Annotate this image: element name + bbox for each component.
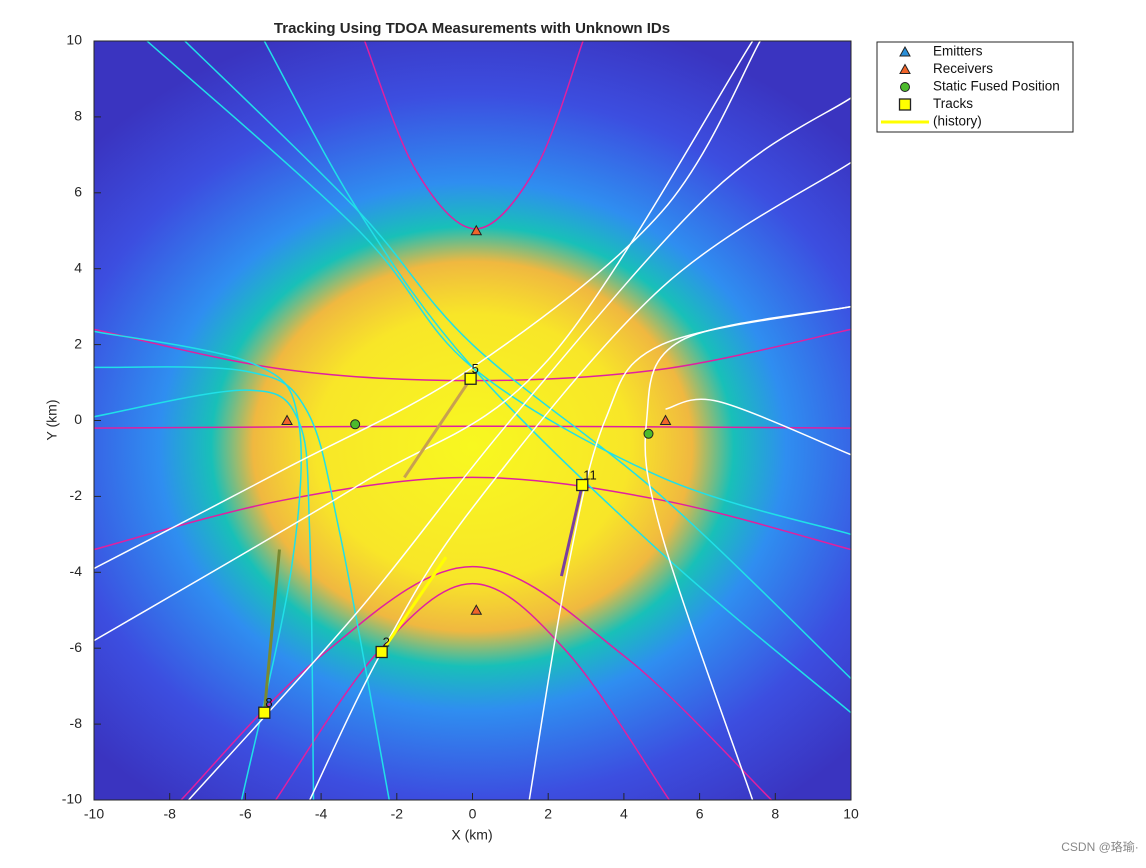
x-tick-label: -4 <box>315 806 328 822</box>
point <box>464 372 477 385</box>
point <box>258 706 271 719</box>
tdoa-curve <box>263 41 851 714</box>
y-tick-label: 10 <box>66 32 82 48</box>
watermark: CSDN @珞瑜· <box>1061 839 1139 854</box>
track-history <box>380 556 448 653</box>
x-tick-label: -10 <box>84 806 104 822</box>
plot-area: 5 11 2 8 <box>94 41 851 800</box>
legend-swatch <box>898 98 912 111</box>
x-axis-label: X (km) <box>451 827 492 843</box>
point <box>659 414 672 425</box>
tdoa-curve <box>184 41 851 680</box>
track-label: 11 <box>583 467 597 482</box>
y-axis-label: Y (km) <box>44 400 60 441</box>
point <box>576 478 589 492</box>
x-tick-label: -8 <box>163 806 176 822</box>
point <box>350 419 361 430</box>
track-history <box>403 377 472 479</box>
point <box>470 224 483 236</box>
point <box>281 414 293 425</box>
tdoa-curve <box>94 366 390 800</box>
y-tick-label: -8 <box>70 715 83 731</box>
legend-swatch <box>899 45 911 57</box>
track-label: 8 <box>265 695 272 710</box>
chart-title: Tracking Using TDOA Measurements with Un… <box>274 20 670 37</box>
x-tick-label: 2 <box>544 806 552 822</box>
track-history <box>262 549 281 713</box>
tdoa-curve <box>275 582 670 800</box>
point <box>643 428 654 439</box>
legend-label: (history) <box>933 114 982 129</box>
tdoa-curve <box>309 161 851 800</box>
track-history <box>559 484 584 577</box>
x-tick-label: -2 <box>391 806 404 822</box>
y-tick-label: 4 <box>74 259 82 275</box>
y-tick-label: 6 <box>74 184 82 200</box>
y-tick-label: -2 <box>70 487 83 503</box>
legend-swatch <box>900 82 910 92</box>
track-label: 5 <box>472 361 479 376</box>
x-tick-label: 10 <box>843 806 859 822</box>
tdoa-curve <box>94 330 303 800</box>
heatmap <box>94 41 851 800</box>
x-tick-label: 8 <box>771 806 779 822</box>
y-tick-label: 8 <box>74 108 82 124</box>
tdoa-curve <box>94 476 851 551</box>
y-tick-label: -6 <box>70 639 83 655</box>
tdoa-curve <box>665 398 851 456</box>
tdoa-curve <box>94 389 315 800</box>
tdoa-curve <box>94 41 754 642</box>
tdoa-curve <box>188 97 851 800</box>
x-tick-label: -6 <box>239 806 252 822</box>
x-tick-label: 6 <box>696 806 704 822</box>
legend-label: Static Fused Position <box>933 79 1060 94</box>
track-label: 2 <box>383 634 390 649</box>
point <box>375 645 388 659</box>
tdoa-curve <box>180 565 773 800</box>
legend-swatch <box>899 63 911 74</box>
legend-label: Receivers <box>933 61 993 76</box>
y-tick-label: 0 <box>74 411 82 427</box>
y-tick-label: -4 <box>70 563 83 579</box>
x-tick-label: 4 <box>620 806 628 822</box>
point <box>470 604 483 615</box>
legend-label: Emitters <box>933 44 983 59</box>
tdoa-curve <box>94 425 851 429</box>
tdoa-curve <box>94 41 761 570</box>
y-tick-label: -10 <box>62 791 82 807</box>
y-tick-label: 2 <box>74 335 82 351</box>
x-tick-label: 0 <box>469 806 477 822</box>
tdoa-curve <box>528 305 851 800</box>
legend-label: Tracks <box>933 96 973 111</box>
